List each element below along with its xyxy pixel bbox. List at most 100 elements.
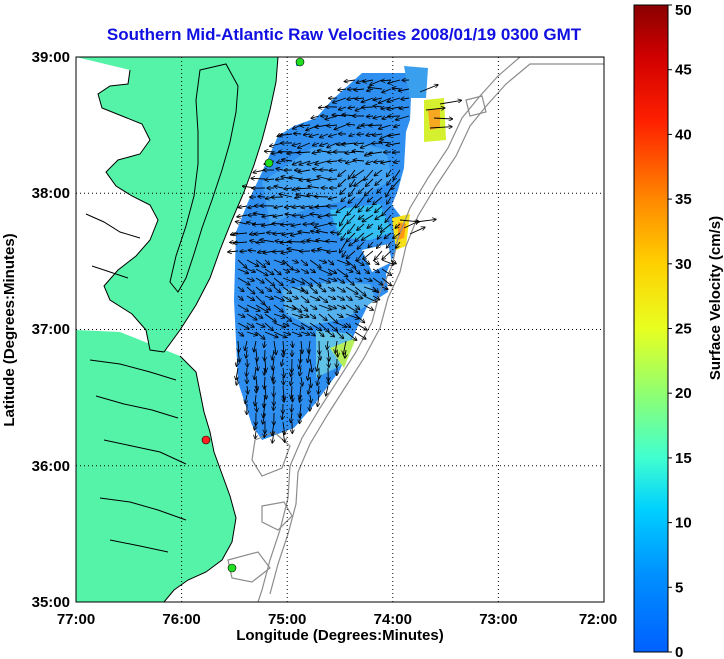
velocity-vector <box>345 304 357 312</box>
velocity-vector <box>282 160 293 161</box>
velocity-vector <box>283 394 284 402</box>
velocity-vector <box>318 385 319 394</box>
velocity-vector <box>363 304 373 310</box>
x-tick: 74:00 <box>374 611 412 628</box>
velocity-vector <box>348 196 356 203</box>
velocity-vector <box>357 250 365 261</box>
velocity-vector <box>340 214 347 226</box>
velocity-vector <box>308 367 310 380</box>
velocity-vector <box>310 394 311 403</box>
velocity-vector <box>388 79 401 83</box>
velocity-vector <box>361 142 374 148</box>
station-marker-north <box>295 57 305 67</box>
velocity-vector <box>335 124 347 129</box>
velocity-vector <box>354 286 366 295</box>
velocity-vector <box>341 232 347 240</box>
velocity-vector <box>282 304 295 309</box>
velocity-vector <box>382 88 392 92</box>
velocity-vector <box>264 268 274 275</box>
velocity-vector <box>364 169 374 180</box>
velocity-vector <box>298 170 311 172</box>
velocity-vector <box>342 250 347 257</box>
velocity-vector <box>327 142 338 147</box>
velocity-vector <box>285 206 293 207</box>
velocity-vector <box>381 277 391 286</box>
velocity-vector <box>260 240 275 243</box>
velocity-vector <box>337 205 347 212</box>
velocity-vector <box>308 385 310 394</box>
velocity-vector <box>309 269 315 272</box>
velocity-vector <box>249 250 257 251</box>
velocity-vector <box>387 169 392 177</box>
velocity-vector <box>316 206 329 207</box>
velocity-vector <box>315 125 329 127</box>
velocity-vector <box>264 296 273 299</box>
velocity-vector <box>345 286 358 294</box>
velocity-vector <box>327 313 337 323</box>
velocity-vector <box>327 125 338 126</box>
velocity-vector <box>291 412 292 422</box>
velocity-vector <box>246 331 257 335</box>
velocity-vector <box>345 313 359 319</box>
velocity-vector <box>309 295 319 300</box>
velocity-vector <box>264 331 278 337</box>
velocity-vector <box>340 241 347 253</box>
velocity-vector <box>368 196 374 202</box>
velocity-vector <box>429 127 452 128</box>
velocity-vector <box>237 358 239 366</box>
velocity-vector <box>300 304 307 311</box>
velocity-vector <box>354 331 366 339</box>
velocity-vector <box>338 169 347 176</box>
velocity-vector <box>300 314 309 317</box>
velocity-vector <box>291 376 292 385</box>
velocity-vector <box>336 304 345 308</box>
velocity-vector <box>327 286 334 291</box>
velocity-vector <box>299 358 301 369</box>
velocity-vector <box>335 340 337 353</box>
velocity-vector <box>354 304 359 309</box>
velocity-vector <box>363 250 374 259</box>
velocity-vector <box>382 250 392 259</box>
velocity-vector <box>345 277 354 285</box>
velocity-vector <box>246 259 258 266</box>
velocity-vector <box>300 286 308 293</box>
velocity-vector <box>265 179 275 180</box>
velocity-vector <box>264 259 269 264</box>
velocity-vector <box>265 385 266 399</box>
velocity-vector <box>274 340 276 354</box>
x-tick: 76:00 <box>162 611 200 628</box>
velocity-vector <box>255 430 256 438</box>
velocity-vector <box>331 232 338 233</box>
velocity-vector <box>329 170 338 171</box>
velocity-vector <box>237 277 250 285</box>
velocity-vector <box>328 376 329 384</box>
velocity-vector <box>288 249 302 251</box>
velocity-vector <box>294 134 302 135</box>
velocity-vector <box>358 187 365 193</box>
velocity-vector <box>246 322 254 327</box>
velocity-vector <box>362 232 374 240</box>
velocity-vector <box>308 349 310 362</box>
velocity-vector <box>309 322 321 331</box>
velocity-vector <box>237 268 248 273</box>
velocity-vector <box>313 169 320 170</box>
velocity-vector <box>298 142 311 148</box>
velocity-vector <box>373 116 383 118</box>
velocity-vector <box>265 358 266 371</box>
velocity-vector <box>309 331 315 336</box>
velocity-vector <box>336 295 344 300</box>
velocity-vector <box>318 394 320 406</box>
velocity-vector <box>315 223 329 227</box>
velocity-vector <box>284 188 293 189</box>
velocity-vector <box>375 250 383 260</box>
velocity-vector <box>300 259 307 265</box>
y-tick: 35:00 <box>32 594 70 611</box>
velocity-vector <box>375 169 383 176</box>
velocity-vector <box>347 232 356 242</box>
velocity-vector <box>353 169 365 178</box>
velocity-vector <box>326 241 338 242</box>
velocity-vector <box>246 313 257 320</box>
velocity-vector <box>237 322 249 329</box>
velocity-vector <box>291 331 301 336</box>
